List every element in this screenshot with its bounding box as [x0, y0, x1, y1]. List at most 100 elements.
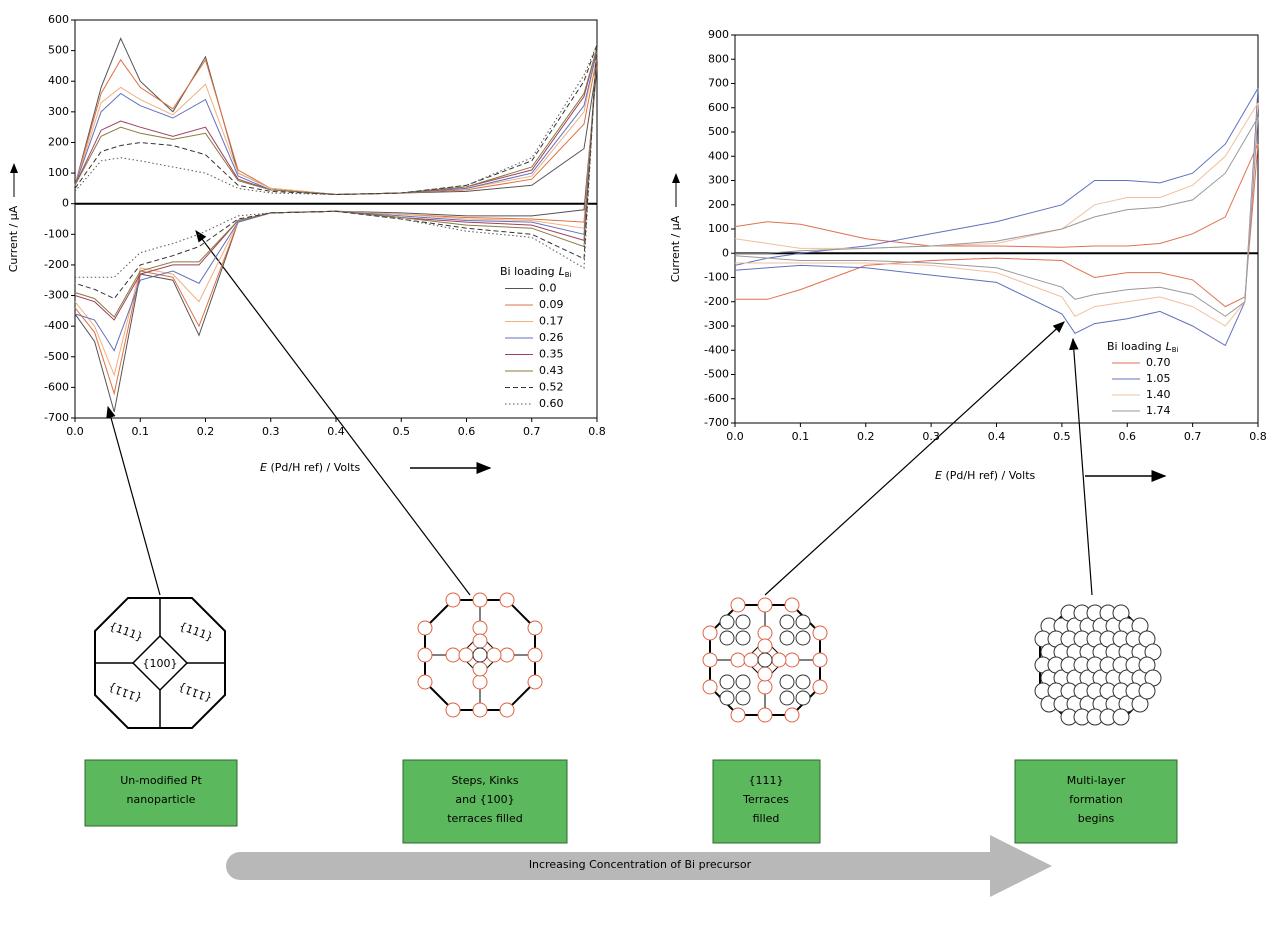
atom [719, 690, 735, 706]
y-tick-label: -500 [704, 368, 729, 381]
atom [757, 597, 773, 613]
stage-boxes [84, 759, 1178, 844]
legend-title-text: Bi loading [500, 265, 555, 278]
legend-title-var: L [1166, 340, 1172, 353]
stage-box [1014, 759, 1178, 844]
x-tick-label: 0.3 [922, 430, 940, 443]
y-tick-label: 100 [708, 222, 729, 235]
atom [735, 614, 751, 630]
atom [779, 614, 795, 630]
y-tick-label: -600 [44, 380, 69, 393]
atom [735, 630, 751, 646]
y-tick-label: 600 [708, 101, 729, 114]
x-tick-label: 0.6 [1119, 430, 1137, 443]
y-tick-label: 400 [48, 74, 69, 87]
atom [417, 647, 433, 663]
atom [730, 597, 746, 613]
atom [719, 614, 735, 630]
atom [795, 690, 811, 706]
atom [795, 614, 811, 630]
y-tick-label: 100 [48, 166, 69, 179]
legend-label: 0.0 [539, 282, 557, 295]
y-tick-label: 300 [48, 105, 69, 118]
y-tick-label: -300 [44, 289, 69, 302]
legend-label: 0.70 [1146, 356, 1171, 369]
y-tick-label: 800 [708, 52, 729, 65]
legend-title-text: Bi loading [1107, 340, 1162, 353]
atom [779, 690, 795, 706]
atom [417, 620, 433, 636]
atom [730, 652, 746, 668]
atom [702, 625, 718, 641]
legend-label: 1.74 [1146, 404, 1171, 417]
atom [730, 707, 746, 723]
atom [757, 707, 773, 723]
legend-title-sub: Bi [565, 271, 572, 279]
stage-label: Steps, Kinks [451, 774, 518, 787]
atom [757, 666, 773, 682]
atom [417, 674, 433, 690]
atom [472, 647, 488, 663]
cv-curve [74, 44, 598, 278]
y-tick-label: 500 [708, 125, 729, 138]
x-tick-label: 0.0 [66, 425, 84, 438]
atom [445, 592, 461, 608]
legend-label: 0.09 [539, 298, 564, 311]
x-axis-var: E [935, 469, 942, 482]
atom [499, 647, 515, 663]
x-tick-label: 0.4 [327, 425, 345, 438]
pointer-arrow [195, 230, 471, 596]
atom [757, 625, 773, 641]
stage-label: and {100} [455, 793, 514, 806]
legend-title-var: L [559, 265, 565, 278]
y-tick-label: -700 [704, 416, 729, 429]
atom [486, 647, 502, 663]
y-tick-label: -500 [44, 350, 69, 363]
y-tick-label: 400 [708, 149, 729, 162]
stage-label: filled [753, 812, 780, 825]
atom [702, 679, 718, 695]
atom [1112, 708, 1130, 726]
atom [472, 661, 488, 677]
x-tick-label: 0.8 [1249, 430, 1267, 443]
pointer-arrows [106, 230, 1093, 596]
y-tick-label: 900 [708, 28, 729, 41]
legend-label: 0.17 [539, 315, 564, 328]
facet-label: {100} [143, 657, 178, 670]
plot-frame [734, 34, 1259, 424]
y-tick-label: 600 [48, 13, 69, 26]
x-tick-label: 0.7 [1184, 430, 1202, 443]
y-tick-label: 200 [708, 198, 729, 211]
pointer-arrow [106, 405, 161, 596]
atom [812, 625, 828, 641]
atom [779, 674, 795, 690]
atom [1131, 695, 1149, 713]
x-tick-label: 0.8 [588, 425, 606, 438]
atom [784, 652, 800, 668]
y-tick-label: -100 [44, 227, 69, 240]
legend-label: 0.35 [539, 348, 564, 361]
atom [527, 620, 543, 636]
atom [1138, 682, 1156, 700]
atom-model [702, 597, 828, 723]
atom [527, 647, 543, 663]
atom [445, 647, 461, 663]
atom [795, 630, 811, 646]
atom [499, 592, 515, 608]
atom [735, 674, 751, 690]
atom [757, 638, 773, 654]
stage-label: begins [1078, 812, 1115, 825]
y-tick-label: -600 [704, 392, 729, 405]
atom [472, 620, 488, 636]
y-axis-label: Current / μA [7, 205, 20, 272]
y-tick-label: -300 [704, 319, 729, 332]
legend-title: Bi loading LBi [1107, 340, 1179, 354]
legend-label: 0.26 [539, 331, 564, 344]
cv-curve [74, 37, 598, 413]
progress-label: Increasing Concentration of Bi precursor [529, 858, 752, 871]
legend-title-sub: Bi [1172, 346, 1179, 354]
legend-label: 0.52 [539, 381, 564, 394]
y-tick-label: -100 [704, 271, 729, 284]
atom-model [417, 592, 543, 718]
